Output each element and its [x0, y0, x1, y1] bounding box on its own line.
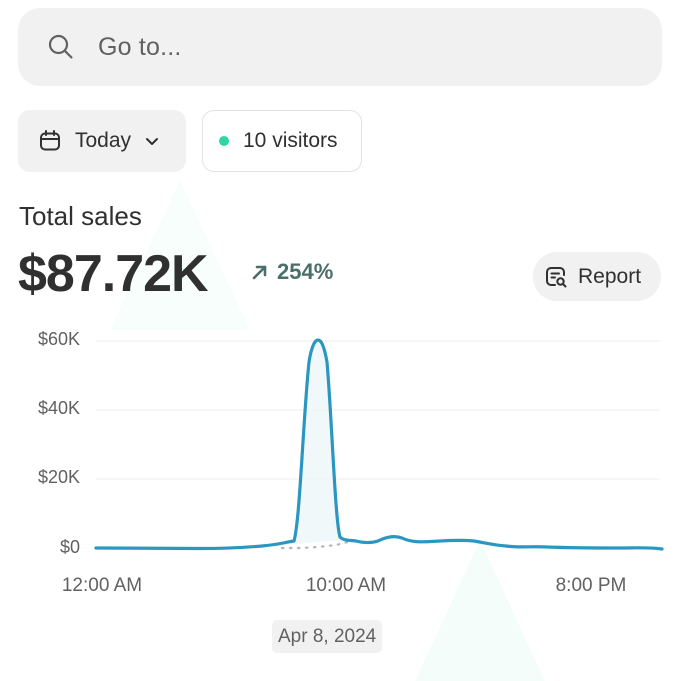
report-search-icon	[546, 266, 567, 287]
date-legend-pill: Apr 8, 2024	[272, 620, 383, 653]
live-status-dot	[219, 136, 229, 146]
metric-title: Total sales	[19, 201, 142, 231]
date-range-button[interactable]: Today	[18, 110, 186, 172]
live-visitors-button[interactable]: 10 visitors	[202, 110, 362, 172]
y-tick-60k: $60K	[37, 329, 80, 349]
grid-lines	[96, 340, 660, 480]
sales-line-chart[interactable]	[0, 320, 684, 570]
date-legend-label: Apr 8, 2024	[278, 625, 377, 647]
y-tick-20k: $20K	[37, 467, 80, 487]
x-tick-12am: 12:00 AM	[61, 575, 143, 596]
y-tick-0: $0	[59, 537, 80, 557]
x-tick-10am: 10:00 AM	[305, 575, 387, 596]
calendar-icon	[40, 130, 60, 151]
x-tick-8pm: 8:00 PM	[555, 575, 627, 596]
metric-value: $87.72K	[18, 245, 209, 303]
sales-series-line	[94, 338, 664, 551]
search-icon	[46, 31, 78, 63]
peak-area	[296, 340, 342, 544]
search-placeholder: Go to...	[98, 32, 182, 61]
metric-change-value: 254%	[277, 259, 334, 284]
report-button[interactable]: Report	[533, 252, 661, 301]
y-tick-40k: $40K	[37, 398, 80, 418]
report-label: Report	[578, 264, 642, 288]
metric-change: 254%	[250, 259, 333, 285]
visitors-label: 10 visitors	[243, 129, 338, 152]
chevron-down-icon	[146, 138, 159, 145]
date-range-label: Today	[75, 129, 132, 152]
search-input[interactable]: Go to...	[18, 8, 662, 86]
arrow-up-right-icon	[252, 265, 267, 280]
